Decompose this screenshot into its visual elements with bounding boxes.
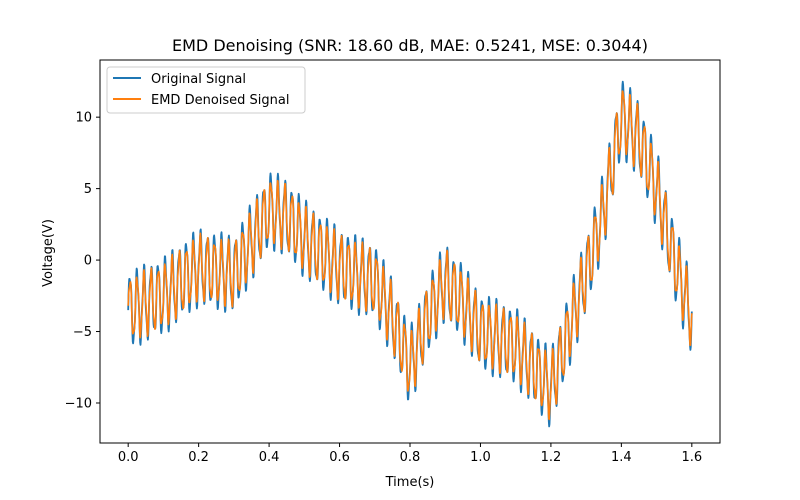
legend-label-denoised: EMD Denoised Signal: [151, 93, 289, 108]
legend-box: [106, 66, 306, 114]
x-tick-label: 1.4: [611, 450, 632, 465]
legend-label-original: Original Signal: [151, 72, 246, 87]
x-tick-label: 0.2: [188, 450, 209, 465]
y-axis: −10 −5 0 5 10: [65, 111, 100, 411]
plot-lines: [127, 80, 693, 428]
y-tick-label: −10: [65, 396, 92, 411]
x-axis-label: Time(s): [385, 475, 435, 490]
y-tick-label: −5: [73, 325, 92, 340]
x-tick-label: 1.2: [541, 450, 562, 465]
chart-title: EMD Denoising (SNR: 18.60 dB, MAE: 0.524…: [172, 36, 648, 55]
y-axis-label: Voltage(V): [41, 219, 56, 287]
x-axis: 0.0 0.2 0.4 0.6 0.8 1.0 1.2 1.4 1.6: [118, 443, 702, 465]
x-tick-label: 1.0: [470, 450, 491, 465]
x-tick-label: 1.6: [681, 450, 702, 465]
x-tick-label: 0.0: [118, 450, 139, 465]
x-tick-label: 0.6: [329, 450, 350, 465]
y-tick-label: 0: [84, 254, 92, 269]
y-tick-label: 5: [84, 182, 92, 197]
y-tick-label: 10: [75, 111, 92, 126]
series-line-denoised: [127, 90, 693, 421]
x-tick-label: 0.4: [259, 450, 280, 465]
x-tick-label: 0.8: [400, 450, 421, 465]
legend: Original Signal EMD Denoised Signal: [106, 66, 306, 114]
